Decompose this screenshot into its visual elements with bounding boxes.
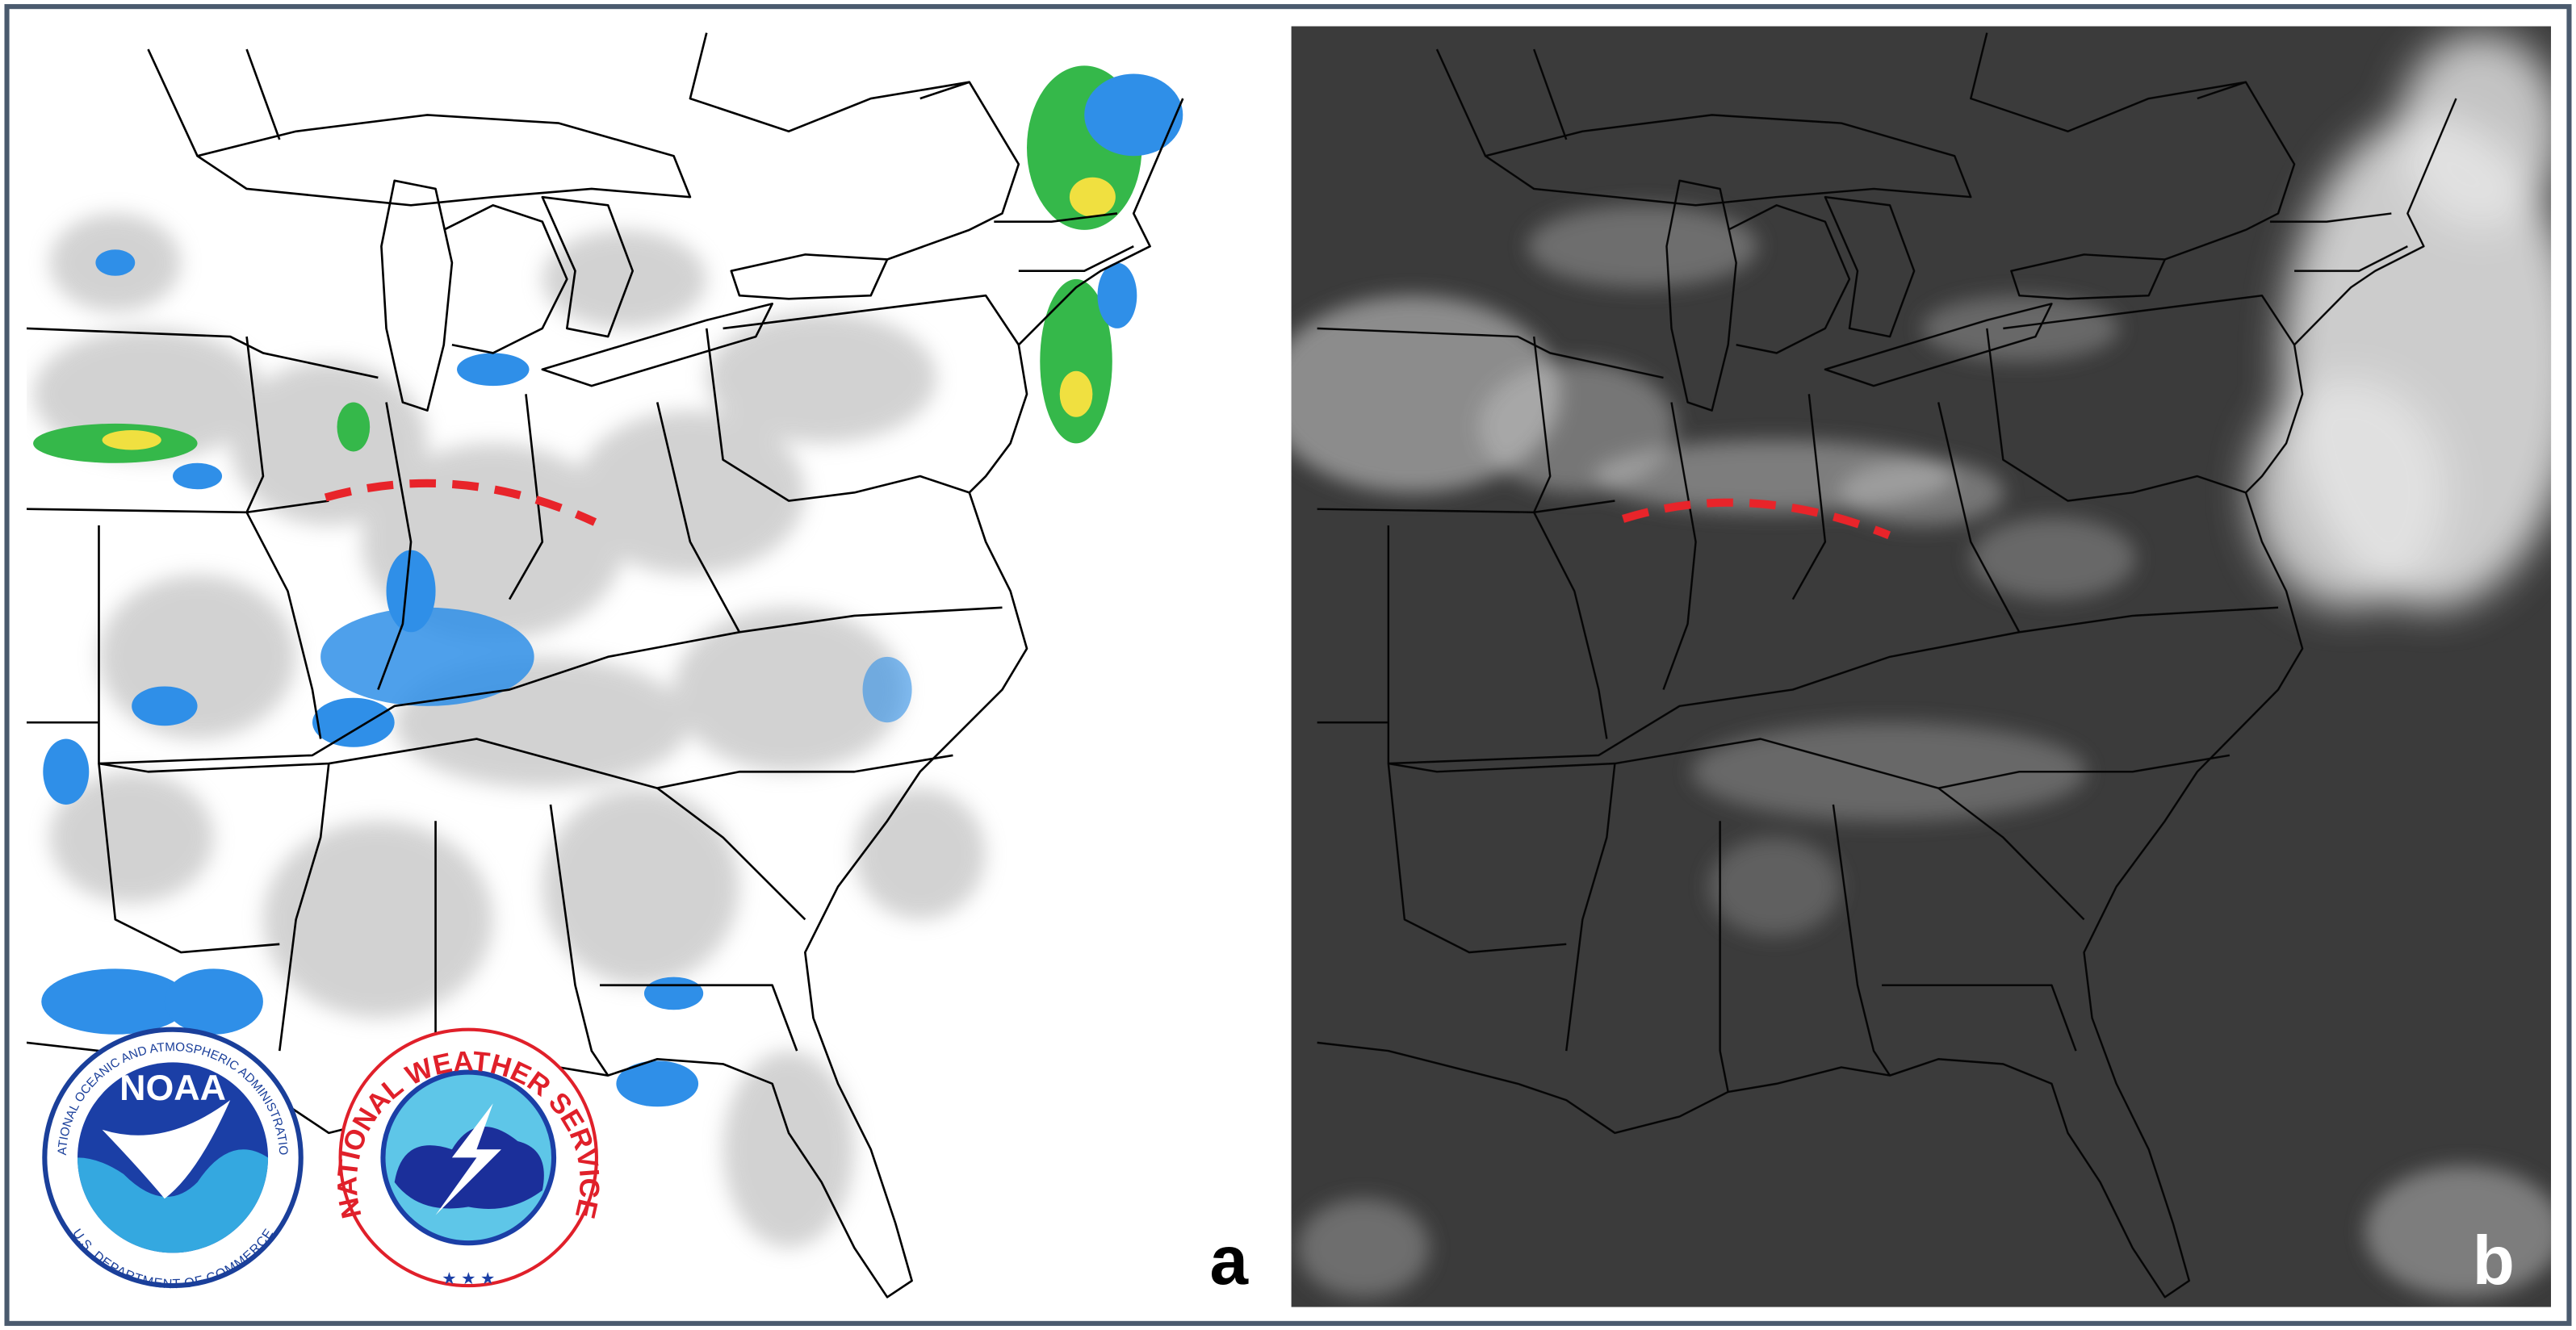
- radar-echoes-blue: [41, 249, 912, 1107]
- nws-cloud: [394, 1126, 544, 1209]
- nws-stars: ★ ★ ★: [442, 1270, 495, 1288]
- panel-label: a: [1209, 1223, 1249, 1299]
- bright-cloud-mass: [2250, 32, 2552, 608]
- panel-label: b: [2473, 1223, 2515, 1299]
- noaa-name: NOAA: [119, 1068, 226, 1108]
- noaa-bird: [102, 1100, 231, 1199]
- nws-bolt: [435, 1103, 501, 1215]
- radar-light-echoes: [33, 213, 986, 1248]
- satellite-panel: [1291, 26, 2552, 1307]
- nws-logo: NATIONAL WEATHER SERVICE ★ ★ ★: [332, 1027, 605, 1288]
- cloud-field: [1291, 205, 2552, 1298]
- noaa-wave: [77, 1149, 269, 1253]
- front-line: [1622, 498, 1891, 539]
- front-line: [324, 479, 597, 526]
- radar-echoes-heavy: [33, 65, 1183, 490]
